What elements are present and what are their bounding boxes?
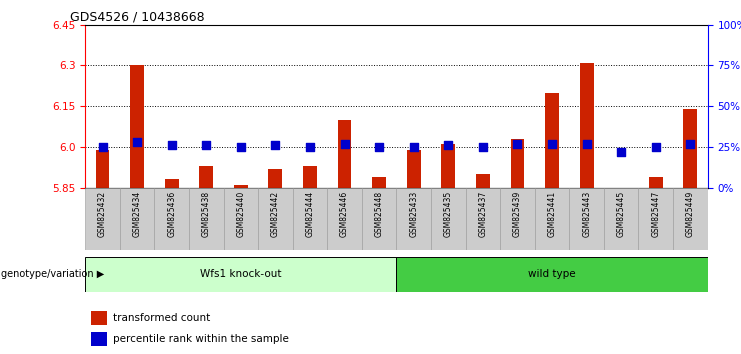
- Bar: [234, 185, 247, 188]
- Bar: [431, 188, 465, 250]
- Point: [96, 144, 108, 150]
- Bar: [85, 257, 396, 292]
- Text: GSM825433: GSM825433: [409, 191, 418, 237]
- Point: [270, 142, 282, 148]
- Point: [581, 141, 593, 147]
- Text: GSM825441: GSM825441: [548, 191, 556, 237]
- Text: GSM825449: GSM825449: [686, 191, 695, 237]
- Point: [235, 144, 247, 150]
- Text: genotype/variation ▶: genotype/variation ▶: [1, 269, 104, 279]
- Text: GSM825440: GSM825440: [236, 191, 245, 237]
- Text: GSM825448: GSM825448: [375, 191, 384, 237]
- Point: [442, 142, 454, 148]
- Bar: [258, 188, 293, 250]
- Text: GSM825444: GSM825444: [305, 191, 314, 237]
- Bar: [372, 177, 386, 188]
- Text: transformed count: transformed count: [113, 313, 210, 323]
- Text: GSM825445: GSM825445: [617, 191, 625, 237]
- Bar: [673, 188, 708, 250]
- Text: GSM825446: GSM825446: [340, 191, 349, 237]
- Bar: [338, 120, 351, 188]
- Text: GSM825435: GSM825435: [444, 191, 453, 237]
- Bar: [268, 169, 282, 188]
- Point: [650, 144, 662, 150]
- Text: GSM825442: GSM825442: [271, 191, 280, 237]
- Point: [166, 142, 178, 148]
- Bar: [96, 150, 110, 188]
- Bar: [465, 188, 500, 250]
- Text: GSM825437: GSM825437: [479, 191, 488, 237]
- Bar: [91, 312, 107, 325]
- Text: GDS4526 / 10438668: GDS4526 / 10438668: [70, 11, 205, 24]
- Text: GSM825447: GSM825447: [651, 191, 660, 237]
- Text: Wfs1 knock-out: Wfs1 knock-out: [200, 269, 282, 279]
- Text: GSM825434: GSM825434: [133, 191, 142, 237]
- Bar: [293, 188, 328, 250]
- Text: GSM825439: GSM825439: [513, 191, 522, 237]
- Bar: [476, 174, 490, 188]
- Bar: [579, 63, 594, 188]
- Text: GSM825443: GSM825443: [582, 191, 591, 237]
- Bar: [224, 188, 258, 250]
- Point: [685, 141, 697, 147]
- Bar: [511, 139, 525, 188]
- Bar: [649, 177, 662, 188]
- Text: GSM825432: GSM825432: [98, 191, 107, 237]
- Bar: [604, 188, 639, 250]
- Point: [304, 144, 316, 150]
- Point: [373, 144, 385, 150]
- Point: [615, 149, 627, 155]
- Bar: [165, 179, 179, 188]
- Bar: [189, 188, 224, 250]
- Bar: [639, 188, 673, 250]
- Bar: [442, 144, 455, 188]
- Text: GSM825436: GSM825436: [167, 191, 176, 237]
- Bar: [500, 188, 535, 250]
- Bar: [362, 188, 396, 250]
- Point: [546, 141, 558, 147]
- Text: percentile rank within the sample: percentile rank within the sample: [113, 334, 289, 344]
- Point: [408, 144, 419, 150]
- Bar: [569, 188, 604, 250]
- Bar: [303, 166, 317, 188]
- Bar: [535, 188, 569, 250]
- Bar: [407, 150, 421, 188]
- Bar: [396, 188, 431, 250]
- Bar: [199, 166, 213, 188]
- Bar: [545, 93, 559, 188]
- Bar: [85, 188, 120, 250]
- Point: [200, 142, 212, 148]
- Bar: [328, 188, 362, 250]
- Point: [339, 141, 350, 147]
- Bar: [396, 257, 708, 292]
- Point: [131, 139, 143, 145]
- Text: GSM825438: GSM825438: [202, 191, 210, 237]
- Point: [511, 141, 523, 147]
- Bar: [120, 188, 154, 250]
- Bar: [91, 332, 107, 346]
- Bar: [154, 188, 189, 250]
- Text: wild type: wild type: [528, 269, 576, 279]
- Bar: [683, 109, 697, 188]
- Bar: [130, 65, 144, 188]
- Point: [477, 144, 489, 150]
